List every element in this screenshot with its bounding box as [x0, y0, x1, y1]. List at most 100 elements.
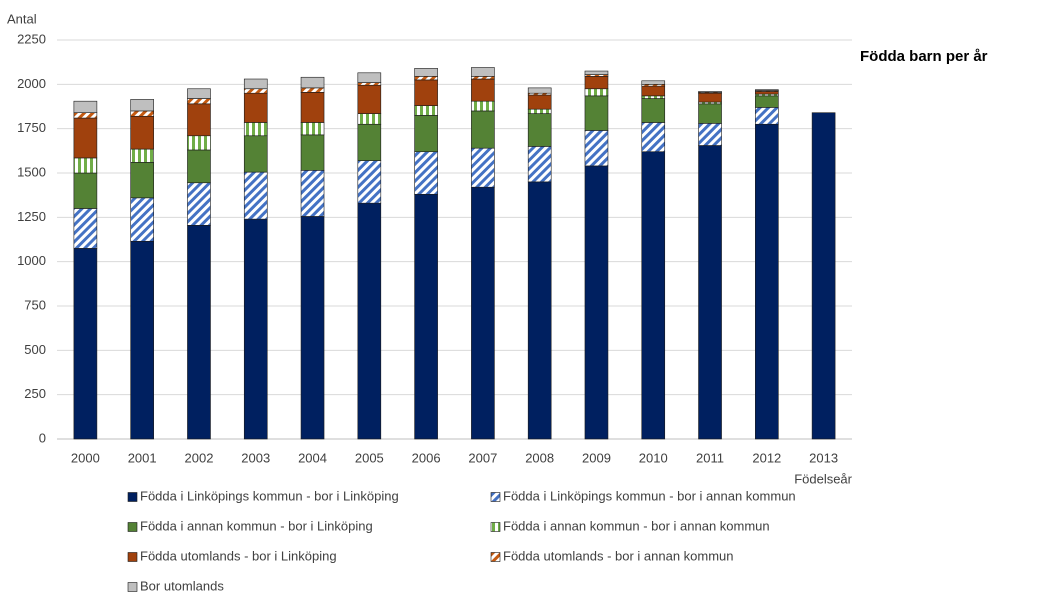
bar-segment — [300, 170, 325, 217]
bar-segment — [357, 113, 382, 125]
bar-segment — [698, 123, 722, 146]
bar-segment — [243, 92, 268, 123]
bar-segment — [243, 122, 268, 137]
chart-title: Födda barn per år — [860, 48, 988, 65]
bar-segment — [471, 78, 495, 102]
y-tick-label: 1500 — [17, 164, 46, 179]
bar-segment — [755, 107, 779, 125]
bar-segment — [187, 103, 211, 137]
legend-label: Födda i annan kommun - bor i Linköping — [140, 518, 373, 533]
bar-segment — [584, 165, 609, 440]
bar-segment — [641, 122, 666, 153]
bar-segment — [243, 171, 268, 220]
bar-segment — [130, 148, 154, 163]
legend-swatch — [490, 492, 501, 502]
bar-segment — [357, 84, 382, 114]
bar-segment — [73, 248, 98, 440]
legend-swatch — [490, 522, 501, 532]
bar-segment — [641, 98, 666, 123]
bar-segment — [527, 94, 552, 110]
bar-segment — [73, 208, 98, 249]
bar-segment — [527, 108, 552, 114]
bar-segment — [755, 95, 779, 108]
bar-segment — [187, 88, 211, 99]
bar-segment — [641, 80, 666, 85]
bar-segment — [243, 218, 268, 440]
bar-segment — [187, 225, 211, 440]
bar-segment — [471, 110, 495, 149]
bar-segment — [73, 112, 98, 119]
bar-segment — [414, 79, 438, 106]
bar-segment — [73, 172, 98, 209]
bar-segment — [471, 100, 495, 112]
bar-segment — [300, 92, 325, 123]
bar-segment — [357, 72, 382, 83]
legend-label: Födda i annan kommun - bor i annan kommu… — [503, 518, 770, 533]
bar-segment — [73, 100, 98, 114]
x-tick-label: 2002 — [185, 450, 214, 465]
bar-segment — [755, 123, 779, 440]
legend-swatch — [127, 552, 138, 562]
bar-segment — [641, 85, 666, 97]
bar-segment — [414, 76, 438, 81]
y-axis-label: Antal — [7, 11, 37, 26]
bar-segment — [584, 70, 609, 75]
bar-segment — [811, 112, 836, 440]
legend-label: Bor utomlands — [140, 578, 224, 592]
y-tick-label: 0 — [39, 430, 46, 445]
y-tick-label: 1250 — [17, 209, 46, 224]
bar-segment — [698, 145, 722, 440]
bar-segment — [130, 99, 154, 112]
x-tick-label: 2004 — [298, 450, 327, 465]
bar-segment — [414, 68, 438, 77]
y-tick-label: 2250 — [17, 31, 46, 46]
bar-segment — [414, 151, 438, 195]
y-tick-label: 500 — [24, 342, 46, 357]
x-tick-label: 2008 — [525, 450, 554, 465]
bar-segment — [300, 76, 325, 89]
x-tick-label: 2013 — [809, 450, 838, 465]
bar-segment — [243, 135, 268, 173]
x-tick-label: 2000 — [71, 450, 100, 465]
x-tick-label: 2009 — [582, 450, 611, 465]
bar-segment — [130, 115, 154, 150]
bar-segment — [187, 98, 211, 105]
x-tick-label: 2007 — [468, 450, 497, 465]
y-tick-label: 1750 — [17, 120, 46, 135]
bar-segment — [584, 95, 609, 131]
bar-segment — [527, 87, 552, 94]
y-tick-label: 1000 — [17, 253, 46, 268]
bar-segment — [243, 88, 268, 94]
bar-segment — [357, 160, 382, 204]
bar-segment — [300, 216, 325, 440]
x-tick-label: 2011 — [696, 450, 724, 465]
bar-segment — [187, 149, 211, 184]
x-tick-label: 2010 — [639, 450, 668, 465]
bar-segment — [130, 162, 154, 199]
bar-segment — [243, 78, 268, 90]
y-tick-label: 250 — [24, 386, 46, 401]
bar-segment — [584, 130, 609, 167]
bar-segment — [130, 197, 154, 242]
bar-segment — [755, 89, 779, 91]
bar-segment — [471, 67, 495, 77]
bar-segment — [755, 91, 779, 95]
legend-swatch — [127, 582, 138, 592]
x-axis-label: Födelseår — [794, 471, 852, 486]
bar-segment — [73, 117, 98, 159]
bar-segment — [187, 135, 211, 151]
bar-segment — [357, 82, 382, 86]
bar-segment — [641, 95, 666, 99]
y-tick-label: 2000 — [17, 76, 46, 91]
bar-segment — [527, 181, 552, 440]
bar-segment — [414, 115, 438, 153]
x-tick-label: 2012 — [752, 450, 781, 465]
bar-segment — [698, 103, 722, 124]
bar-segment — [414, 193, 438, 440]
legend-label: Födda utomlands - bor i annan kommun — [503, 548, 734, 563]
bar-segment — [357, 123, 382, 161]
bar-segment — [300, 134, 325, 171]
legend-label: Födda utomlands - bor i Linköping — [140, 548, 337, 563]
bar-segment — [73, 157, 98, 174]
